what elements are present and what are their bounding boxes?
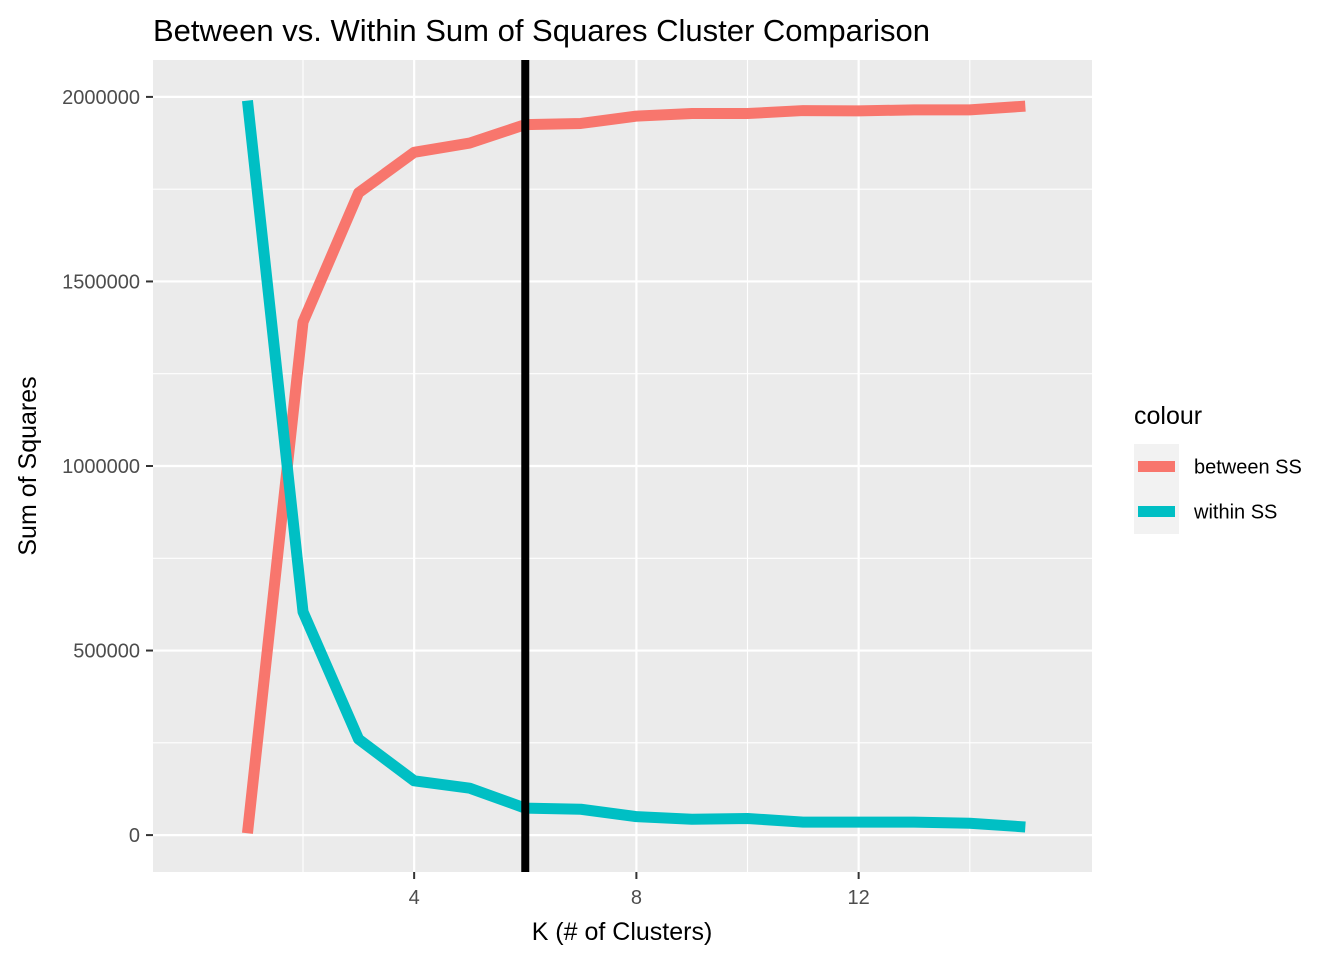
y-axis-label: Sum of Squares [14,376,42,555]
legend: colour between SS within SS [1134,402,1302,534]
x-tick-label: 8 [631,887,642,909]
y-tick-label: 2000000 [62,87,140,109]
x-axis-label: K (# of Clusters) [532,918,713,946]
legend-label-within-ss: within SS [1193,502,1277,524]
chart-title: Between vs. Within Sum of Squares Cluste… [153,13,930,48]
legend-label-between-ss: between SS [1194,457,1302,479]
x-tick-label: 4 [409,887,420,909]
major-gridlines [153,60,1092,872]
series-line-between-ss [241,100,1026,834]
y-axis: 0 500000 1000000 1500000 2000000 [62,87,153,847]
x-tick-label: 12 [848,887,870,909]
legend-items: between SS within SS [1134,444,1302,534]
y-tick-label: 0 [129,825,140,847]
x-axis: 4 8 12 [409,872,870,909]
y-tick-label: 1500000 [62,271,140,293]
legend-title: colour [1134,402,1202,430]
series-layer [241,100,1026,834]
series-line-within-ss [241,100,1026,833]
y-tick-label: 500000 [73,641,140,663]
y-tick-label: 1000000 [62,456,140,478]
